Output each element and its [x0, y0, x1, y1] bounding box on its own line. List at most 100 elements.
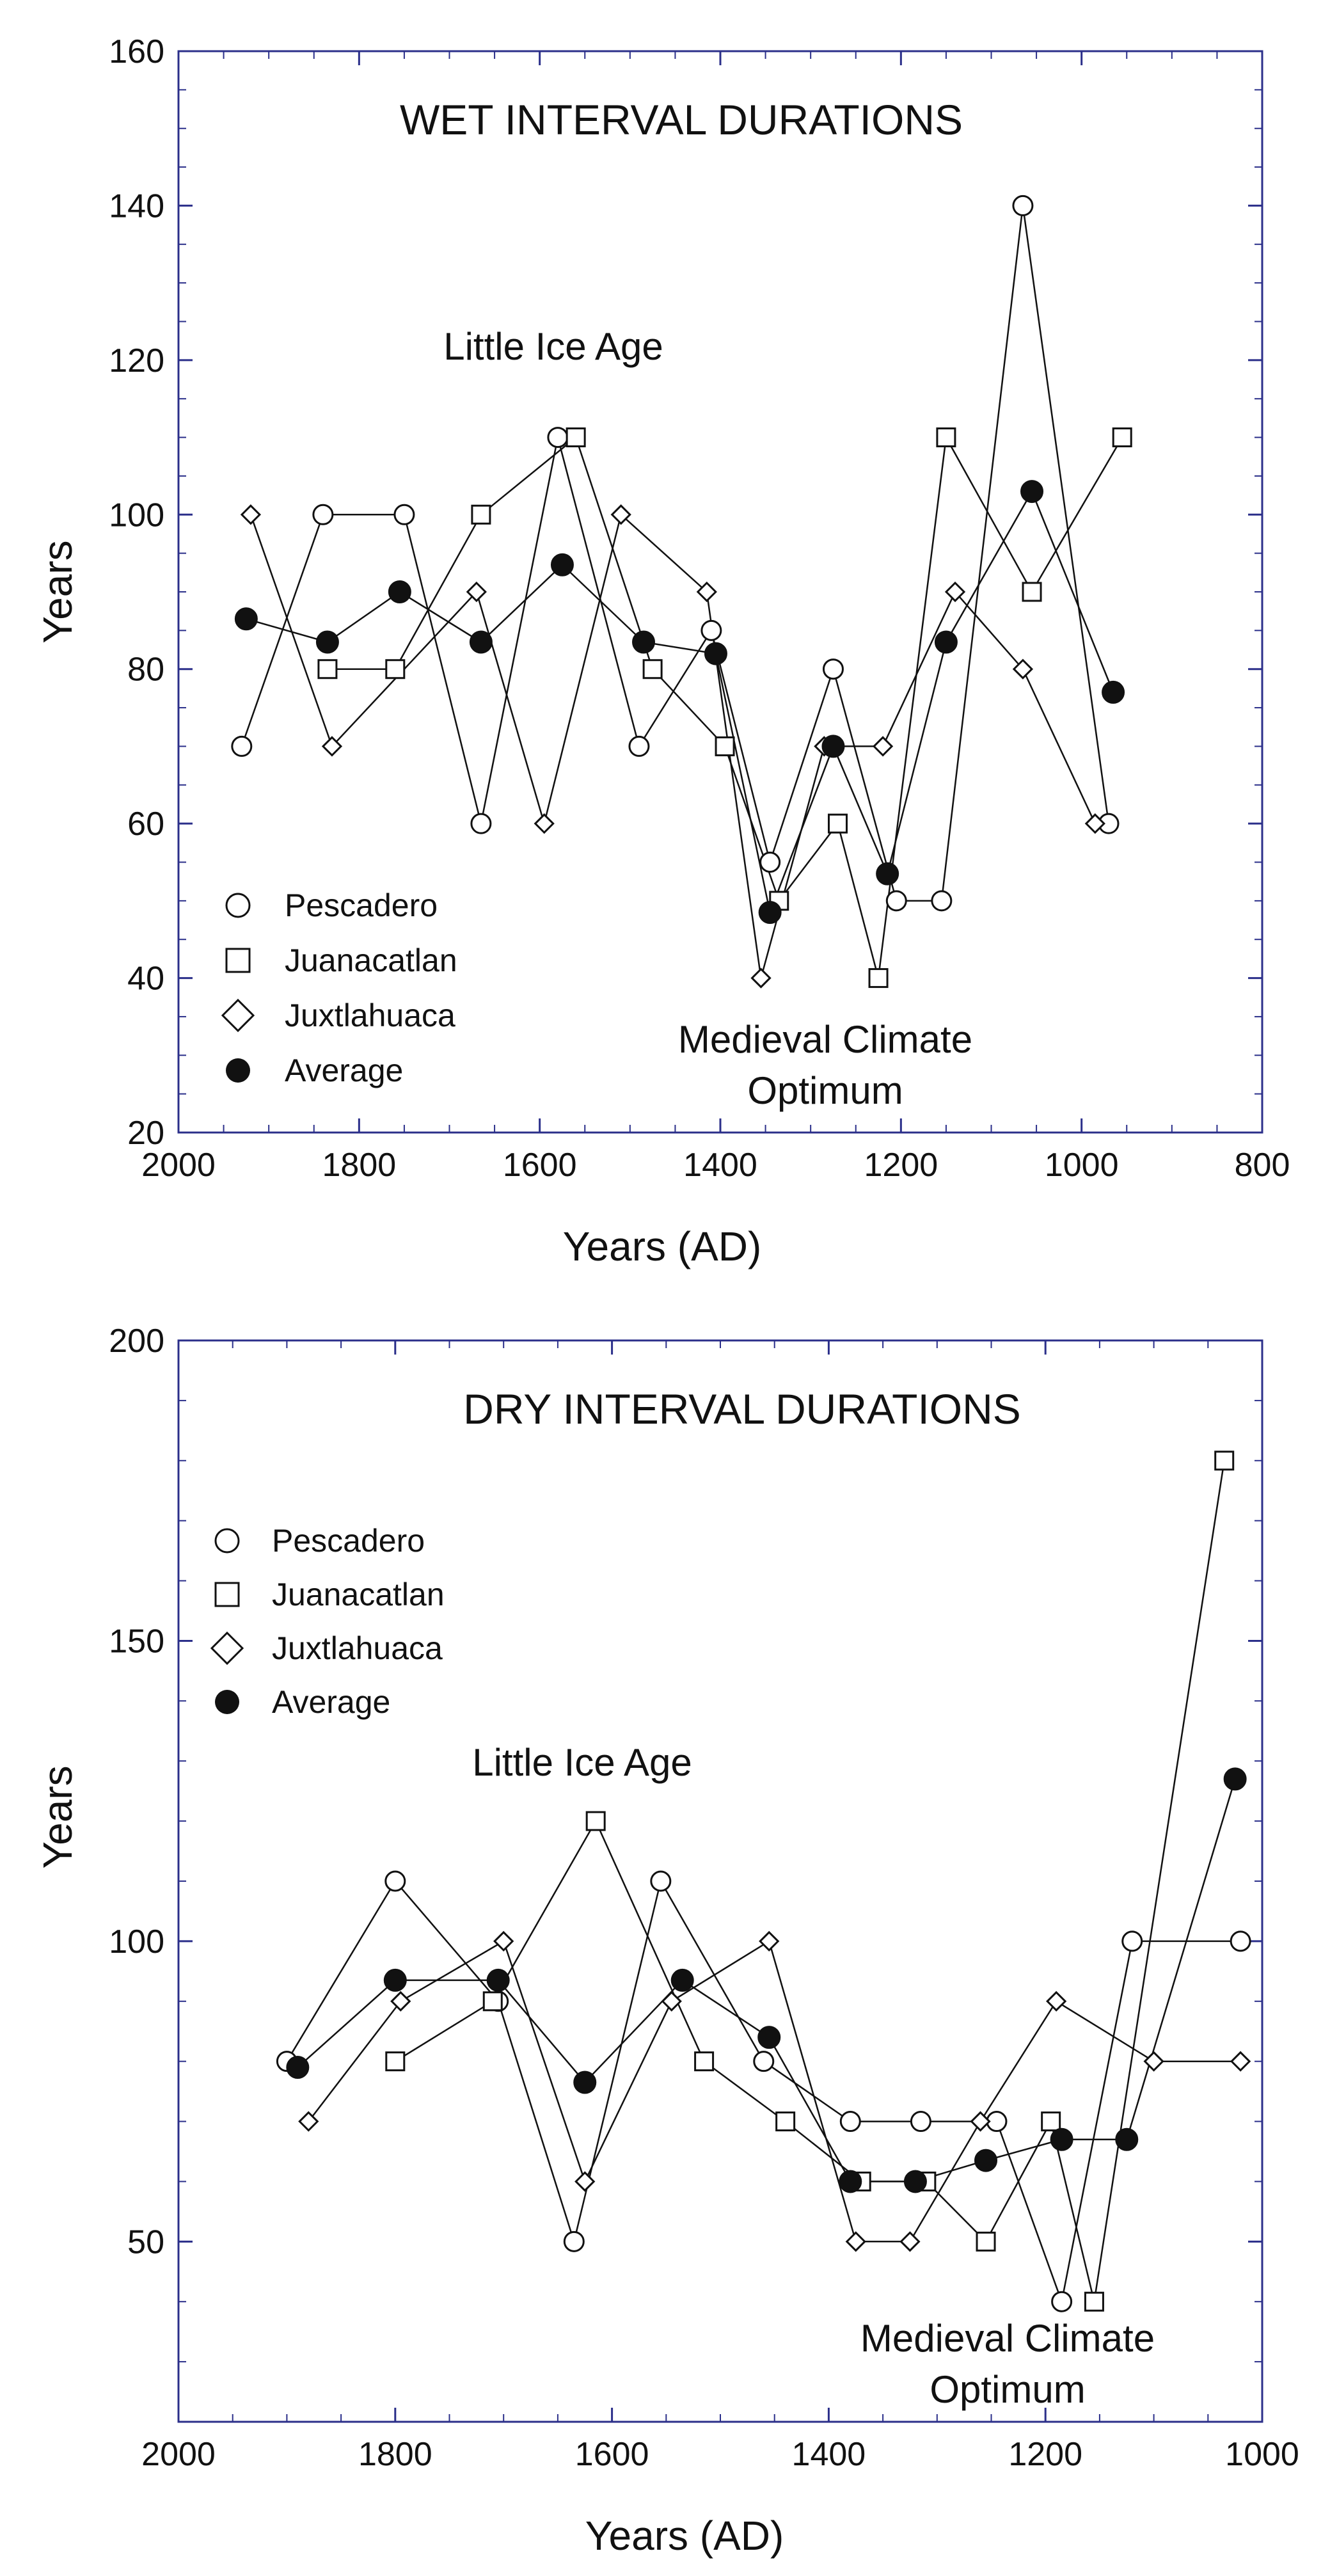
data-point-juxtlahuaca: [845, 2231, 866, 2252]
series-line-juanacatlan: [395, 1460, 1225, 2302]
data-point-juanacatlan: [385, 2051, 406, 2072]
data-point-juxtlahuaca: [970, 2111, 991, 2132]
data-point-average: [1050, 2127, 1073, 2151]
x-tick-label: 1200: [864, 1147, 938, 1184]
dry-y-axis-title: Years: [35, 1765, 81, 1868]
x-tick-label: 1000: [1225, 2436, 1299, 2473]
data-point-juxtlahuaca: [534, 813, 555, 834]
data-point-pescadero: [885, 890, 907, 912]
x-tick-label: 1200: [1008, 2436, 1082, 2473]
data-point-juanacatlan: [1041, 2111, 1061, 2132]
data-point-juxtlahuaca: [899, 2231, 921, 2252]
data-point-pescadero: [384, 1870, 406, 1892]
data-point-pescadero: [547, 427, 569, 449]
data-point-juanacatlan: [1022, 582, 1042, 602]
data-point-juanacatlan: [828, 813, 848, 834]
dry-legend: Pescadero Juanacatlan Juxtlahuaca Average: [210, 1523, 445, 1720]
legend-label-average: Average: [272, 1684, 390, 1720]
wet-annotation-medieval-line2: Optimum: [747, 1069, 903, 1112]
data-point-average: [839, 2170, 862, 2193]
data-point-juxtlahuaca: [696, 581, 717, 603]
data-point-juanacatlan: [1214, 1451, 1235, 1471]
legend-marker-juanacatlan: [225, 948, 251, 973]
legend-marker-juanacatlan: [214, 1582, 240, 1607]
data-point-pescadero: [822, 658, 844, 680]
wet-legend: Pescadero Juanacatlan Juxtlahuaca Average: [221, 887, 457, 1088]
wet-series-markers: [231, 195, 1132, 989]
legend-label-pescadero: Pescadero: [285, 887, 438, 923]
data-point-average: [670, 1968, 694, 1992]
data-point-juxtlahuaca: [944, 581, 966, 603]
data-point-juxtlahuaca: [1012, 658, 1034, 680]
series-line-juxtlahuaca: [308, 1939, 1241, 2243]
data-point-juxtlahuaca: [750, 967, 772, 989]
data-point-juxtlahuaca: [321, 736, 343, 757]
dry-annotation-medieval-line2: Optimum: [930, 2368, 1085, 2411]
legend-marker-pescadero: [214, 1528, 240, 1554]
wet-x-axis-title: Years (AD): [563, 1223, 762, 1269]
data-point-average: [286, 2056, 310, 2079]
legend-marker-juxtlahuaca: [221, 998, 255, 1033]
x-tick-label: 1000: [1045, 1147, 1119, 1184]
data-point-juanacatlan: [1084, 2291, 1104, 2312]
data-point-average: [934, 630, 958, 654]
series-line-pescadero: [241, 205, 1110, 902]
data-point-pescadero: [1121, 1930, 1143, 1952]
wet-axis-ticks: 2000 1800 1600 1400 1200 1000 800 20 40 60 80 100 12…: [109, 33, 1290, 1184]
legend-marker-pescadero: [225, 893, 251, 918]
data-point-pescadero: [931, 890, 953, 912]
data-point-juxtlahuaca: [493, 1930, 514, 1952]
wet-chart: 2000 1800 1600 1400 1200 1000 800 20 40 60 80 100 12…: [35, 33, 1290, 1269]
data-point-juxtlahuaca: [390, 1991, 411, 2012]
dry-plot-frame: [177, 1339, 1263, 2423]
x-tick-label: 1800: [322, 1147, 396, 1184]
series-line-juxtlahuaca: [249, 513, 1096, 978]
data-point-average: [234, 607, 258, 631]
data-point-juanacatlan: [566, 427, 586, 448]
data-point-average: [550, 553, 574, 576]
data-point-average: [704, 642, 727, 665]
data-point-average: [632, 630, 656, 654]
series-line-juanacatlan: [327, 434, 1123, 978]
data-point-juanacatlan: [775, 2111, 796, 2132]
data-point-juxtlahuaca: [610, 504, 631, 525]
data-point-average: [903, 2170, 927, 2193]
y-tick-label: 60: [127, 806, 164, 843]
data-point-average: [1223, 1767, 1247, 1791]
legend-label-juanacatlan: Juanacatlan: [272, 1577, 445, 1612]
data-point-pescadero: [628, 735, 650, 757]
wet-y-axis-title: Years: [35, 540, 81, 643]
data-point-pescadero: [839, 2111, 861, 2133]
data-point-juxtlahuaca: [1046, 1991, 1067, 2012]
data-point-pescadero: [312, 504, 334, 525]
data-point-juanacatlan: [936, 427, 956, 448]
data-point-pescadero: [910, 2111, 931, 2133]
series-line-average: [246, 489, 1114, 916]
data-point-average: [1020, 480, 1044, 504]
y-tick-label: 160: [109, 33, 164, 70]
data-point-average: [876, 862, 899, 886]
data-point-pescadero: [1012, 195, 1034, 216]
data-point-juxtlahuaca: [872, 736, 894, 757]
dry-axis-ticks: 2000 1800 1600 1400 1200 1000 50 100 150 200: [109, 1323, 1299, 2473]
data-point-juxtlahuaca: [466, 581, 487, 603]
data-point-juxtlahuaca: [240, 504, 262, 525]
wet-series-lines: [241, 205, 1123, 978]
legend-label-juxtlahuaca: Juxtlahuaca: [272, 1630, 443, 1666]
x-tick-label: 2000: [141, 2436, 216, 2473]
wet-annotation-little-ice-age: Little Ice Age: [443, 325, 663, 368]
data-point-juanacatlan: [385, 659, 406, 680]
data-point-pescadero: [1051, 2291, 1073, 2312]
data-point-juxtlahuaca: [298, 2111, 319, 2132]
data-point-pescadero: [701, 619, 722, 641]
y-tick-label: 150: [109, 1623, 164, 1660]
data-point-juanacatlan: [694, 2051, 715, 2072]
x-tick-label: 1600: [503, 1147, 577, 1184]
data-point-juxtlahuaca: [759, 1930, 780, 1952]
y-tick-label: 80: [127, 651, 164, 688]
data-point-juanacatlan: [585, 1811, 606, 1831]
data-point-average: [388, 580, 411, 603]
legend-label-juxtlahuaca: Juxtlahuaca: [285, 998, 455, 1033]
x-tick-label: 1400: [683, 1147, 757, 1184]
